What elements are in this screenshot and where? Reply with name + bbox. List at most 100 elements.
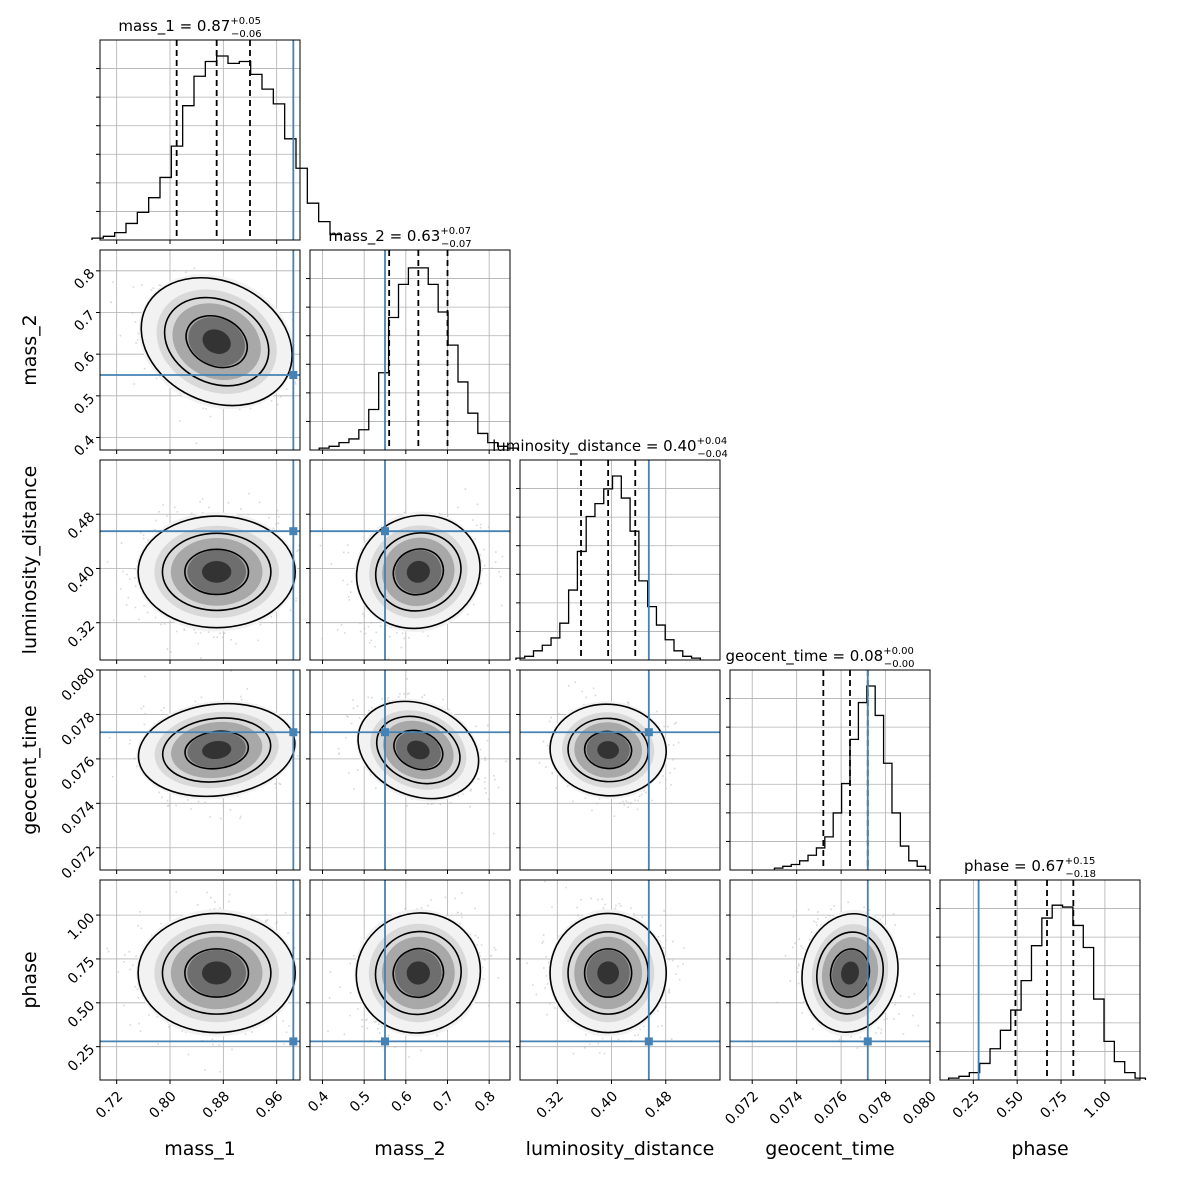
contour-line: [374, 930, 462, 1016]
x-tick-label: 0.32: [534, 1088, 567, 1121]
density-panel-mass_2-vs-luminosity_distance: [306, 459, 511, 664]
x-tick-label: 0.072: [722, 1088, 762, 1128]
title-main: luminosity_distance = 0.40: [492, 437, 696, 456]
y-axis-label-luminosity_distance: luminosity_distance: [19, 466, 41, 655]
contour-line: [355, 514, 481, 630]
truth-marker: [644, 1037, 653, 1046]
panel-title-geocent_time: geocent_time = 0.08+0.00 −0.00: [726, 646, 915, 670]
x-tick-label: 0.40: [588, 1088, 621, 1121]
x-axis-label-luminosity_distance: luminosity_distance: [526, 1138, 715, 1160]
histogram-panel-phase: phase = 0.67+0.15 −0.18 0.25 0.50 0.75 1.00: [936, 856, 1147, 1122]
x-tick-label: 0.48: [642, 1088, 675, 1121]
y-tick-label: 0.75: [65, 954, 98, 987]
y-tick-label: 0.8: [71, 266, 98, 293]
y-tick-label: 0.078: [59, 709, 99, 749]
contour-line: [355, 912, 482, 1034]
density-group: [319, 488, 504, 660]
contour-line: [137, 515, 297, 629]
density-group: [108, 670, 300, 820]
contour-line: [184, 948, 250, 998]
x-tick-label: 0.078: [856, 1088, 896, 1128]
density-group: [538, 681, 680, 817]
title-plus: +0.04: [697, 436, 728, 447]
density-shade: [407, 740, 430, 760]
panel-frame: [309, 669, 511, 871]
y-tick-label: 0.25: [65, 1042, 98, 1075]
title-plus: +0.05: [230, 16, 261, 27]
contour-line: [583, 948, 633, 998]
title-minus: −0.18: [1065, 869, 1096, 880]
density-shade: [597, 741, 619, 759]
histogram-step-line: [91, 55, 342, 240]
histogram-step-line: [947, 904, 1147, 1080]
contour-line: [357, 700, 480, 800]
density-group: [776, 901, 919, 1049]
y-tick-label: 0.6: [71, 349, 98, 376]
truth-marker: [381, 728, 389, 737]
truth-marker: [381, 527, 389, 536]
density-shade: [202, 961, 232, 985]
density-group: [336, 678, 507, 835]
title-plus: +0.15: [1065, 856, 1096, 867]
title-plus: +0.00: [883, 646, 914, 657]
contour-line: [184, 548, 250, 596]
histogram-panel-mass_1: mass_1 = 0.87+0.05 −0.06: [91, 16, 342, 244]
panel-frame: [729, 669, 931, 871]
density-panel-luminosity_distance-vs-phase: 0.32 0.40 0.48: [516, 879, 721, 1122]
x-tick-label: 0.8: [472, 1088, 499, 1115]
histogram-step-line: [318, 267, 519, 450]
density-panel-mass_2-vs-phase: 0.4 0.5 0.6 0.7 0.8: [305, 879, 511, 1116]
y-tick-label: 0.076: [59, 754, 99, 794]
x-tick-label: 0.080: [900, 1088, 940, 1128]
title-minus: −0.00: [884, 659, 915, 670]
contour-line: [374, 531, 462, 612]
x-tick-label: 1.00: [1081, 1088, 1114, 1121]
contour-line: [137, 702, 296, 798]
scatter-samples: [106, 492, 300, 659]
x-tick-label: 0.5: [347, 1088, 374, 1115]
y-tick-label: 0.7: [71, 307, 98, 334]
title-plus: +0.07: [440, 226, 471, 237]
density-panel-luminosity_distance-vs-geocent_time: [516, 669, 721, 874]
density-panel-geocent_time-vs-phase: 0.072 0.074 0.076 0.078 0.080: [722, 879, 940, 1128]
y-tick-label: 0.5: [71, 391, 98, 418]
x-tick-label: 0.25: [950, 1088, 983, 1121]
contour-line: [816, 931, 884, 1015]
truth-marker: [863, 1037, 872, 1046]
x-tick-label: 0.96: [253, 1088, 286, 1121]
truth-marker: [289, 728, 298, 737]
panel-title-phase: phase = 0.67+0.15 −0.18: [964, 856, 1096, 880]
y-tick-label: 0.074: [59, 798, 99, 838]
truth-marker: [289, 527, 298, 536]
panel-frame: [729, 879, 931, 1081]
contour-line: [549, 912, 668, 1034]
density-shade: [202, 741, 232, 759]
x-tick-label: 0.75: [1037, 1088, 1070, 1121]
panel-frame: [519, 669, 721, 871]
title-minus: −0.07: [441, 239, 472, 250]
panel-frame: [939, 879, 1141, 1081]
panel-title-mass_1: mass_1 = 0.87+0.05 −0.06: [118, 16, 261, 40]
title-minus: −0.06: [231, 29, 262, 40]
density-shade: [406, 560, 430, 583]
x-tick-label: 0.076: [811, 1088, 851, 1128]
x-axis-label-geocent_time: geocent_time: [765, 1138, 894, 1160]
density-group: [526, 880, 685, 1056]
x-tick-label: 0.72: [93, 1088, 126, 1121]
panel-frame: [309, 879, 511, 1081]
title-main: phase = 0.67: [964, 857, 1065, 875]
density-shade: [406, 961, 430, 985]
histogram-step-line: [515, 475, 701, 660]
y-tick-label: 0.072: [59, 843, 99, 883]
histogram-panel-geocent_time: geocent_time = 0.08+0.00 −0.00: [726, 646, 931, 874]
truth-marker: [289, 371, 298, 379]
y-tick-label: 0.080: [59, 665, 99, 705]
panel-frame: [309, 459, 511, 661]
y-tick-label: 0.32: [65, 618, 98, 651]
density-group: [327, 892, 500, 1058]
contour-line: [137, 912, 297, 1034]
panel-frame: [99, 249, 301, 451]
x-axis-label-mass_1: mass_1: [164, 1138, 236, 1160]
x-tick-label: 0.80: [146, 1088, 179, 1121]
x-tick-label: 0.6: [389, 1088, 416, 1115]
